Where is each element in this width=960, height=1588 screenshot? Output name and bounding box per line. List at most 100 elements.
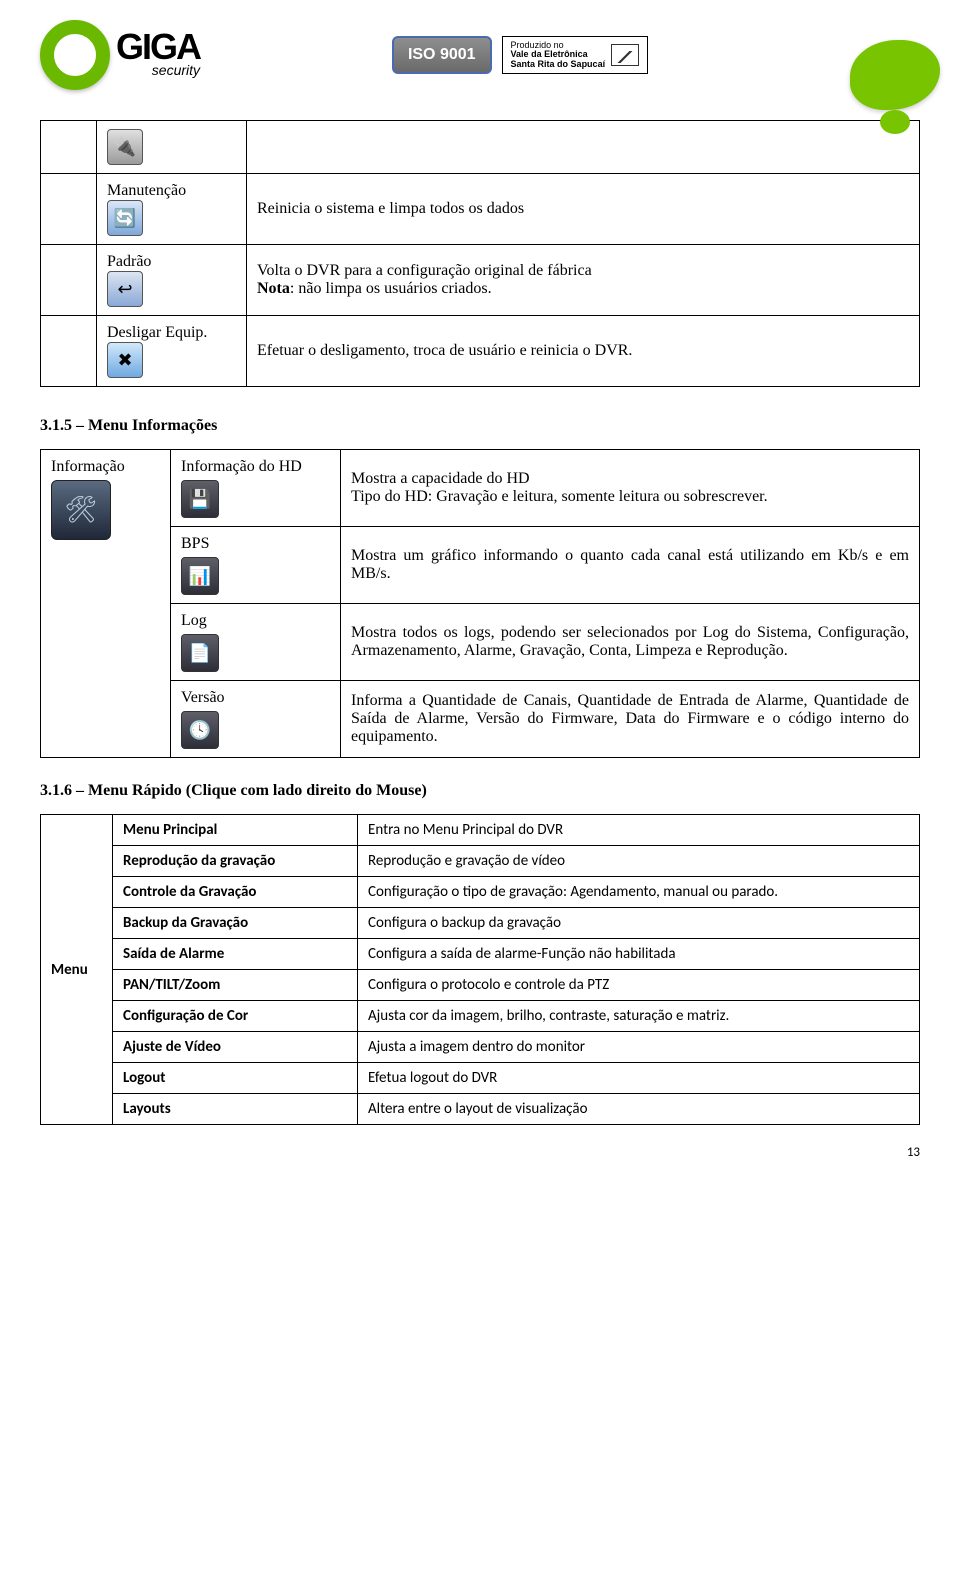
info-desc-line: Mostra um gráfico informando o quanto ca… xyxy=(351,547,909,583)
table-row: Saída de AlarmeConfigura a saída de alar… xyxy=(41,939,920,970)
maint-icon: ↩ xyxy=(107,271,143,307)
table-row: MenuMenu PrincipalEntra no Menu Principa… xyxy=(41,815,920,846)
maint-desc-cell: Volta o DVR para a configuração original… xyxy=(247,245,920,316)
quick-row-label: Reprodução da gravação xyxy=(113,846,358,877)
info-header-label: Informação xyxy=(51,458,160,476)
info-row-icon: 🕓 xyxy=(181,711,219,749)
maint-row-label: Padrão xyxy=(107,253,236,271)
quick-row-desc: Reprodução e gravação de vídeo xyxy=(358,846,920,877)
quick-row-desc: Configura a saída de alarme-Função não h… xyxy=(358,939,920,970)
section-heading-316: 3.1.6 – Menu Rápido (Clique com lado dir… xyxy=(40,782,920,800)
brand-subtitle: security xyxy=(116,62,200,78)
info-label-cell: BPS📊 xyxy=(171,527,341,604)
maint-desc-cell: Efetuar o desligamento, troca de usuário… xyxy=(247,316,920,387)
table-row: Manutenção🔄 Reinicia o sistema e limpa to… xyxy=(41,174,920,245)
maint-label-cell: Manutenção🔄 xyxy=(97,174,247,245)
maintenance-table: 🔌 Manutenção🔄 Reinicia o sistema e limpa t… xyxy=(40,120,920,387)
maint-icon: ✖ xyxy=(107,342,143,378)
info-label-cell: Log📄 xyxy=(171,604,341,681)
maint-icon: 🔌 xyxy=(107,129,143,165)
quick-row-label: Menu Principal xyxy=(113,815,358,846)
table-row: Backup da GravaçãoConfigura o backup da … xyxy=(41,908,920,939)
info-header-cell: Informação 🛠 xyxy=(41,450,171,758)
maint-label-cell: Padrão↩ xyxy=(97,245,247,316)
header-badges: ISO 9001 Produzido no Vale da Eletrônica… xyxy=(392,36,648,74)
info-row-label: Versão xyxy=(181,689,330,707)
quick-row-label: PAN/TILT/Zoom xyxy=(113,970,358,1001)
table-row: Versão 🕓 Informa a Quantidade de Canais, Q… xyxy=(41,681,920,758)
quick-row-desc: Altera entre o layout de visualização xyxy=(358,1094,920,1125)
maint-col-a xyxy=(41,174,97,245)
quick-row-label: Saída de Alarme xyxy=(113,939,358,970)
maint-row-label: Desligar Equip. xyxy=(107,324,236,342)
info-desc-line: Mostra a capacidade do HD xyxy=(351,470,909,488)
info-row-icon: 💾 xyxy=(181,480,219,518)
quick-row-label: Backup da Gravação xyxy=(113,908,358,939)
brand-logo-mark xyxy=(40,20,110,90)
maint-desc-line: Nota: não limpa os usuários criados. xyxy=(257,280,909,298)
maint-desc-line: Efetuar o desligamento, troca de usuário… xyxy=(257,342,909,360)
santa-icon xyxy=(611,44,639,66)
quick-row-desc: Configuração o tipo de gravação: Agendam… xyxy=(358,877,920,908)
table-row: LogoutEfetua logout do DVR xyxy=(41,1063,920,1094)
maint-col-a xyxy=(41,245,97,316)
table-row: Desligar Equip.✖ Efetuar o desligamento, … xyxy=(41,316,920,387)
brand-word: GIGA xyxy=(116,32,200,63)
maint-desc-line: Reinicia o sistema e limpa todos os dado… xyxy=(257,200,909,218)
info-desc-cell: Mostra a capacidade do HDTipo do HD: Gra… xyxy=(341,450,920,527)
maint-desc-cell: Reinicia o sistema e limpa todos os dado… xyxy=(247,174,920,245)
info-label-cell: Versão 🕓 xyxy=(171,681,341,758)
info-header-icon: 🛠 xyxy=(51,480,111,540)
header-blob-icon xyxy=(850,40,940,110)
info-desc-cell: Mostra um gráfico informando o quanto ca… xyxy=(341,527,920,604)
table-row: Log📄 Mostra todos os logs, podendo ser se… xyxy=(41,604,920,681)
quick-row-label: Configuração de Cor xyxy=(113,1001,358,1032)
information-table: Informação 🛠 Informação do HD 💾 Mostra a cap… xyxy=(40,449,920,758)
section-heading-315: 3.1.5 – Menu Informações xyxy=(40,417,920,435)
quick-row-desc: Ajusta a imagem dentro do monitor xyxy=(358,1032,920,1063)
brand-logo: GIGA security xyxy=(40,20,200,90)
quick-row-desc: Configura o protocolo e controle da PTZ xyxy=(358,970,920,1001)
table-row: Informação🛠Informação do HD💾Mostra a cap… xyxy=(41,450,920,527)
info-desc-cell: Mostra todos os logs, podendo ser seleci… xyxy=(341,604,920,681)
info-desc-line: Informa a Quantidade de Canais, Quantida… xyxy=(351,692,909,746)
quick-row-label: Ajuste de Vídeo xyxy=(113,1032,358,1063)
quick-row-desc: Efetua logout do DVR xyxy=(358,1063,920,1094)
table-row: BPS📊 Mostra um gráfico informando o quant… xyxy=(41,527,920,604)
table-row: Padrão↩ Volta o DVR para a configuração o… xyxy=(41,245,920,316)
maint-col-a xyxy=(41,316,97,387)
info-row-icon: 📊 xyxy=(181,557,219,595)
quick-row-label: Logout xyxy=(113,1063,358,1094)
page-number: 13 xyxy=(40,1145,920,1160)
quick-row-label: Layouts xyxy=(113,1094,358,1125)
quick-row-desc: Configura o backup da gravação xyxy=(358,908,920,939)
table-row: Controle da GravaçãoConfiguração o tipo … xyxy=(41,877,920,908)
info-desc-line: Tipo do HD: Gravação e leitura, somente … xyxy=(351,488,909,506)
quick-menu-header: Menu xyxy=(41,815,113,1125)
quick-row-label: Controle da Gravação xyxy=(113,877,358,908)
info-row-label: Log xyxy=(181,612,330,630)
maint-col-a xyxy=(41,121,97,174)
maint-desc-cell xyxy=(247,121,920,174)
quick-menu-table: MenuMenu PrincipalEntra no Menu Principa… xyxy=(40,814,920,1125)
info-label-cell: Informação do HD 💾 xyxy=(171,450,341,527)
header-blob-small-icon xyxy=(880,110,910,134)
table-row: 🔌 xyxy=(41,121,920,174)
maint-label-cell: 🔌 xyxy=(97,121,247,174)
maint-row-label: Manutenção xyxy=(107,182,236,200)
table-row: Ajuste de VídeoAjusta a imagem dentro do… xyxy=(41,1032,920,1063)
quick-row-desc: Ajusta cor da imagem, brilho, contraste,… xyxy=(358,1001,920,1032)
page-header: GIGA security ISO 9001 Produzido no Vale… xyxy=(40,20,920,90)
iso-badge: ISO 9001 xyxy=(392,36,492,74)
quick-row-desc: Entra no Menu Principal do DVR xyxy=(358,815,920,846)
table-row: LayoutsAltera entre o layout de visualiz… xyxy=(41,1094,920,1125)
table-row: PAN/TILT/ZoomConfigura o protocolo e con… xyxy=(41,970,920,1001)
maint-label-cell: Desligar Equip.✖ xyxy=(97,316,247,387)
info-row-label: Informação do HD xyxy=(181,458,330,476)
maint-desc-line: Volta o DVR para a configuração original… xyxy=(257,262,909,280)
maint-icon: 🔄 xyxy=(107,200,143,236)
santa-rita-box: Produzido no Vale da Eletrônica Santa Ri… xyxy=(502,36,649,74)
info-desc-line: Mostra todos os logs, podendo ser seleci… xyxy=(351,624,909,660)
table-row: Configuração de CorAjusta cor da imagem,… xyxy=(41,1001,920,1032)
santa-line-3: Santa Rita do Sapucaí xyxy=(511,60,606,69)
